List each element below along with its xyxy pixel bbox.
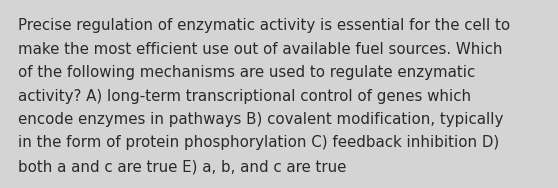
Text: encode enzymes in pathways B) covalent modification, typically: encode enzymes in pathways B) covalent m… [18, 112, 503, 127]
Text: make the most efficient use out of available fuel sources. Which: make the most efficient use out of avail… [18, 42, 503, 57]
Text: Precise regulation of enzymatic activity is essential for the cell to: Precise regulation of enzymatic activity… [18, 18, 510, 33]
Text: in the form of protein phosphorylation C) feedback inhibition D): in the form of protein phosphorylation C… [18, 136, 499, 151]
Text: both a and c are true E) a, b, and c are true: both a and c are true E) a, b, and c are… [18, 159, 347, 174]
Text: of the following mechanisms are used to regulate enzymatic: of the following mechanisms are used to … [18, 65, 475, 80]
Text: activity? A) long-term transcriptional control of genes which: activity? A) long-term transcriptional c… [18, 89, 471, 104]
